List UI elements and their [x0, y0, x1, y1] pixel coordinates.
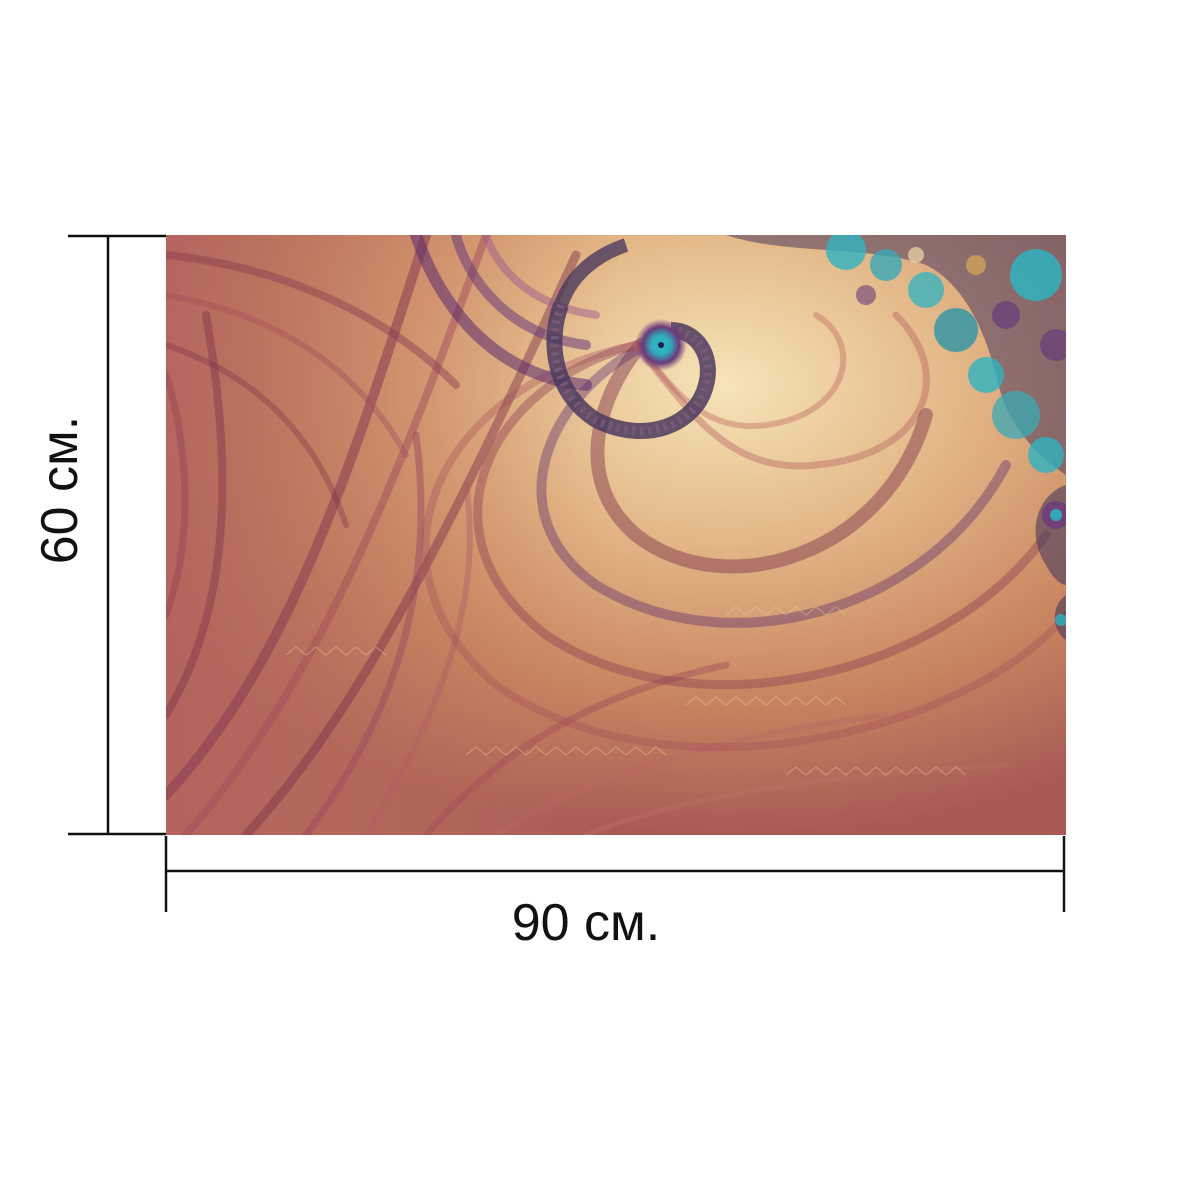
fractal-artwork	[166, 235, 1066, 835]
fractal-spiral-image	[166, 235, 1066, 835]
height-label: 60 см.	[31, 415, 89, 565]
width-label: 90 см.	[511, 894, 661, 952]
